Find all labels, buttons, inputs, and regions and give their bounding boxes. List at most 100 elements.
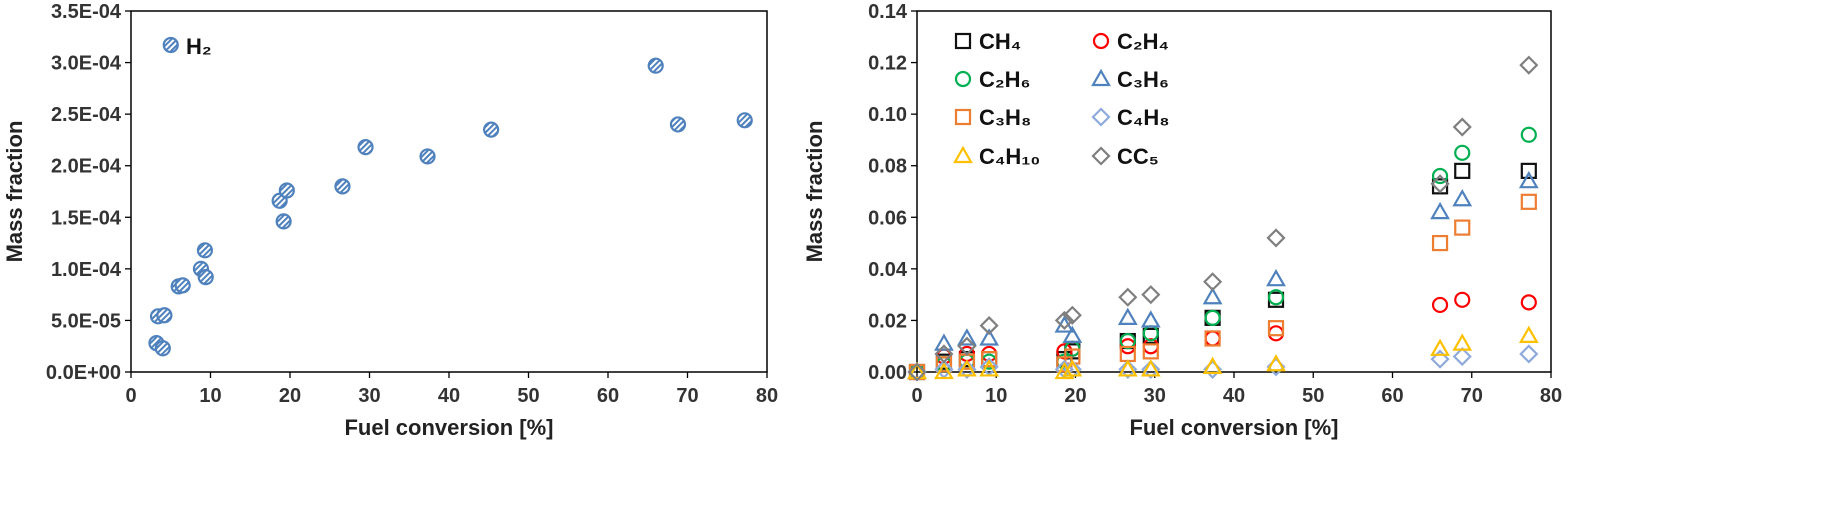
x-tick-label: 50: [1302, 385, 1324, 407]
legend-marker-0: [954, 32, 972, 50]
y-tick-label: 0.08: [868, 156, 907, 178]
series-7-data-point: [934, 344, 954, 364]
y-tick-label: 2.0E-04: [51, 156, 122, 178]
legend-label-h2: H₂: [186, 34, 212, 59]
x-tick-label: 30: [1144, 385, 1166, 407]
h2-data-point: [334, 178, 351, 195]
series-0-data-point: [1454, 162, 1471, 179]
series-7-data-point: [1141, 285, 1161, 305]
legend-label-5: C₄H₈: [1117, 105, 1170, 130]
y-tick-label: 1.0E-04: [51, 259, 122, 281]
x-tick-label: 30: [358, 385, 380, 407]
series-1-data-point: [1520, 294, 1537, 311]
series-6-data-point: [979, 359, 1000, 377]
y-tick-label: 0.10: [868, 104, 907, 126]
series-7-data-point: [1452, 117, 1472, 137]
x-tick-label: 20: [1064, 385, 1086, 407]
series-2-data-point: [1267, 289, 1285, 306]
series-6-data-point: [1062, 359, 1083, 377]
legend-label-4: C₃H₈: [979, 105, 1031, 130]
series-6-data-point: [1266, 354, 1286, 372]
legend-marker-1: [1092, 32, 1110, 50]
h2-data-point: [162, 36, 179, 54]
h2-data-point: [197, 269, 214, 286]
series-6-data-point: [957, 359, 977, 377]
series-2-data-point: [1520, 126, 1537, 143]
series-7-data-point: [907, 362, 927, 382]
h2-data-point: [736, 112, 753, 129]
series-5-data-point: [1519, 344, 1539, 364]
series-3-data-point: [1202, 287, 1223, 305]
x-tick-label: 10: [985, 385, 1007, 407]
y-tick-label: 0.14: [868, 1, 908, 23]
series-6-data-point: [1452, 333, 1473, 351]
x-tick-label: 50: [517, 385, 539, 407]
legend-label-6: C₄H₁₀: [979, 144, 1040, 169]
series-2-data-point: [1454, 144, 1471, 161]
legend-marker-5: [1091, 107, 1111, 127]
h2-data-point: [154, 340, 171, 357]
legend-label-0: CH₄: [979, 29, 1021, 54]
series-3-data-point: [1430, 201, 1450, 220]
series-2-data-point: [1204, 309, 1221, 326]
series-6-data-point: [1140, 359, 1161, 377]
plot-frame: [130, 10, 768, 373]
y-tick-label: 0.06: [868, 207, 907, 229]
series-0-data-point: [1520, 162, 1537, 179]
series-7-data-point: [957, 336, 977, 356]
x-axis-label: Fuel conversion [%]: [344, 415, 553, 440]
h2-data-point: [669, 116, 687, 133]
y-tick-label: 5.0E-05: [51, 310, 121, 332]
series-5-data-point: [1452, 346, 1472, 367]
legend-label-1: C₂H₄: [1117, 29, 1169, 54]
series-5-data-point: [957, 359, 977, 379]
series-1-data-point: [1267, 325, 1285, 342]
series-3-data-point: [1266, 268, 1286, 287]
series-7-data-point: [1062, 305, 1082, 325]
series-3-data-point: [979, 328, 1000, 346]
legend-label-2: C₂H₆: [979, 67, 1031, 92]
series-6-data-point: [1054, 361, 1075, 380]
series-3-data-point: [934, 333, 954, 351]
series-6-data-point: [934, 361, 954, 380]
x-tick-label: 60: [1381, 385, 1403, 407]
series-0-data-point: [1431, 178, 1449, 195]
series-7-data-point: [1054, 310, 1074, 330]
series-2-data-point: [1431, 167, 1449, 185]
y-tick-label: 2.5E-04: [51, 104, 122, 126]
y-tick-label: 3.0E-04: [51, 53, 122, 75]
series-3-data-point: [957, 328, 977, 346]
legend-marker-2: [954, 70, 972, 88]
x-tick-label: 70: [676, 385, 698, 407]
x-tick-label: 70: [1461, 385, 1483, 407]
series-5-data-point: [1430, 349, 1450, 369]
legend-label-3: C₃H₆: [1117, 67, 1169, 92]
legend-marker-7: [1091, 146, 1111, 166]
h2-data-point: [156, 307, 173, 324]
series-4-data-point: [1267, 320, 1285, 337]
legend-marker-3: [1091, 68, 1111, 87]
y-tick-label: 0.0E+00: [46, 362, 121, 384]
x-axis-label: Fuel conversion [%]: [1129, 415, 1338, 440]
x-tick-label: 20: [279, 385, 301, 407]
series-5-data-point: [1141, 359, 1161, 379]
series-4-data-point: [1431, 234, 1449, 252]
series-6-data-point: [1202, 356, 1223, 374]
x-tick-label: 80: [756, 385, 778, 407]
series-1-data-point: [1204, 330, 1221, 347]
series-7-data-point: [1203, 272, 1223, 292]
series-3-data-point: [1140, 310, 1161, 328]
legend-marker-6: [953, 145, 973, 164]
x-tick-label: 80: [1540, 385, 1562, 407]
series-3-data-point: [1452, 189, 1473, 207]
h2-data-point: [275, 213, 292, 230]
y-tick-label: 0.00: [868, 362, 907, 384]
series-1-data-point: [1454, 291, 1471, 308]
y-tick-label: 0.12: [868, 53, 907, 75]
h2-data-point: [196, 242, 214, 259]
series-4-data-point: [935, 356, 953, 373]
series-4-data-point: [981, 351, 998, 368]
left-chart-h2: 0 10 20 30 40 50 60 70 80 0.0E+00 5.0E-05 1.0E-04 1.…: [2, 1, 778, 440]
series-3-data-point: [1062, 325, 1083, 343]
x-tick-label: 10: [199, 385, 221, 407]
